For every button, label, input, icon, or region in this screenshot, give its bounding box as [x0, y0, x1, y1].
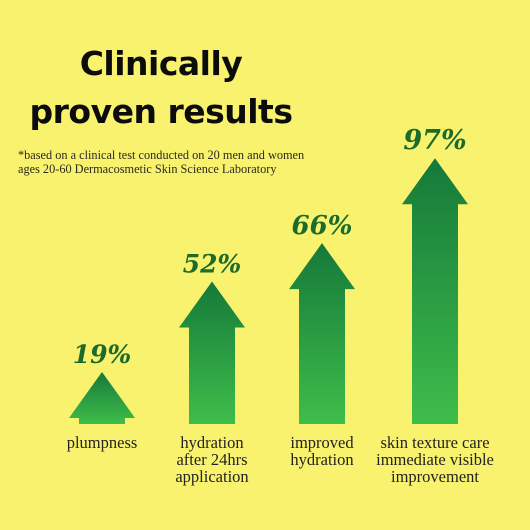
value-label-3: 66%	[292, 211, 353, 241]
footnote: *based on a clinical test conducted on 2…	[18, 148, 348, 176]
category-label-1-line-1: plumpness	[67, 433, 138, 452]
category-label-2-line-2: after 24hrs	[176, 450, 247, 469]
footnote-line-2: ages 20-60 Dermacosmetic Skin Science La…	[18, 162, 277, 176]
value-label-4: 97%	[403, 125, 466, 156]
footnote-line-1: *based on a clinical test conducted on 2…	[18, 148, 305, 162]
category-label-3-line-2: hydration	[290, 450, 353, 469]
arrow-bar-1	[69, 371, 135, 424]
category-label-2-line-3: application	[175, 467, 248, 486]
chart-title: Clinically proven results	[0, 40, 322, 136]
category-label-4-line-3: improvement	[391, 467, 479, 486]
category-label-2-line-1: hydration	[180, 433, 243, 452]
title-line-2: proven results	[29, 92, 293, 131]
category-label-3-line-1: improved	[290, 433, 354, 452]
category-label-4-line-2: immediate visible	[376, 450, 494, 469]
value-label-1: 19%	[73, 340, 132, 369]
value-label-2: 52%	[183, 250, 242, 279]
title-line-1: Clinically	[79, 44, 243, 83]
category-label-4-line-1: skin texture care	[380, 433, 489, 452]
arrow-bar-3	[289, 243, 355, 424]
arrow-bar-4	[402, 158, 468, 424]
arrow-bar-2	[179, 281, 245, 424]
